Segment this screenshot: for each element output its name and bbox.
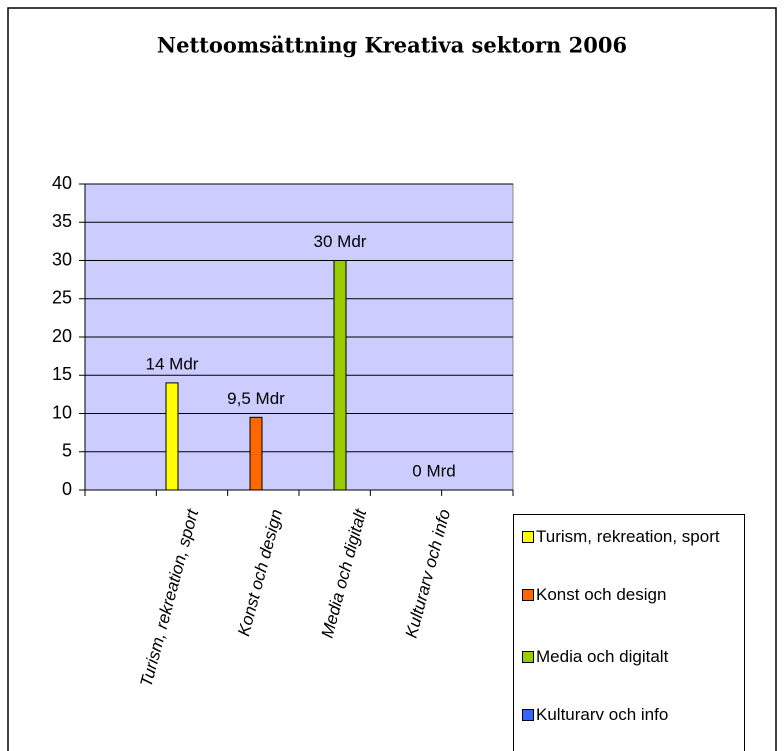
data-label: 9,5 Mdr	[227, 389, 285, 408]
legend-item: Media och digitalt	[522, 647, 751, 667]
y-tick-label: 5	[62, 441, 72, 461]
legend: Turism, rekreation, sport Konst och desig…	[513, 514, 745, 751]
data-label: 30 Mdr	[314, 232, 367, 251]
legend-item: Turism, rekreation, sport	[522, 527, 751, 547]
data-label: 0 Mrd	[412, 461, 455, 480]
y-tick-label: 20	[52, 326, 72, 346]
legend-label: Media och digitalt	[536, 647, 669, 666]
legend-swatch	[522, 651, 534, 663]
y-tick-label: 10	[52, 402, 72, 422]
y-tick-label: 25	[52, 288, 72, 308]
legend-label: Konst och design	[536, 585, 667, 604]
y-tick-label: 15	[52, 364, 72, 384]
legend-label: Kulturarv och info	[536, 705, 669, 724]
chart-title: Nettoomsättning Kreativa sektorn 2006	[157, 33, 627, 58]
y-tick-label: 40	[52, 173, 72, 193]
y-tick-label: 0	[62, 479, 72, 499]
data-label: 14 Mdr	[146, 354, 199, 373]
legend-label: Turism, rekreation, sport	[536, 527, 720, 546]
legend-swatch	[522, 531, 534, 543]
legend-swatch	[522, 709, 534, 721]
y-tick-label: 30	[52, 249, 72, 269]
legend-item: Konst och design	[522, 585, 751, 605]
bar	[249, 416, 263, 491]
y-tick-label: 35	[52, 211, 72, 231]
bar	[333, 260, 347, 491]
bar	[165, 382, 179, 491]
legend-swatch	[522, 589, 534, 601]
legend-item: Kulturarv och info	[522, 705, 751, 725]
